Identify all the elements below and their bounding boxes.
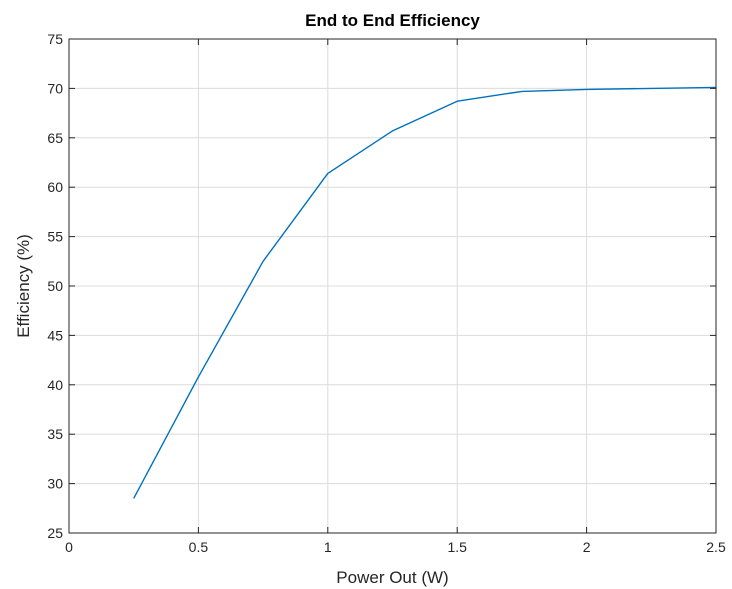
y-axis-label: Efficiency (%) bbox=[14, 234, 33, 338]
x-tick-label: 1 bbox=[324, 539, 332, 555]
x-tick-label: 1.5 bbox=[447, 539, 467, 555]
x-tick-label: 0.5 bbox=[189, 539, 209, 555]
y-tick-label: 25 bbox=[47, 525, 63, 541]
y-tick-label: 60 bbox=[47, 179, 63, 195]
ticks-group: 0 0.5 1 1.5 2 2.5 25 30 35 40 45 50 55 60 65 70 75 bbox=[47, 31, 726, 555]
y-tick-label: 75 bbox=[47, 31, 63, 47]
x-tick-label: 2 bbox=[583, 539, 591, 555]
x-axis-label: Power Out (W) bbox=[336, 568, 448, 587]
y-tick-label: 70 bbox=[47, 80, 63, 96]
x-tick-label: 2.5 bbox=[706, 539, 726, 555]
y-tick-label: 65 bbox=[47, 130, 63, 146]
y-tick-label: 40 bbox=[47, 377, 63, 393]
series-line bbox=[133, 86, 717, 499]
y-tick-label: 55 bbox=[47, 229, 63, 245]
y-tick-label: 35 bbox=[47, 426, 63, 442]
series-group bbox=[133, 86, 717, 499]
chart-title: End to End Efficiency bbox=[305, 11, 480, 30]
y-tick-label: 50 bbox=[47, 278, 63, 294]
y-tick-label: 30 bbox=[47, 476, 63, 492]
x-tick-label: 0 bbox=[65, 539, 73, 555]
grid-lines bbox=[69, 39, 716, 533]
y-tick-label: 45 bbox=[47, 327, 63, 343]
